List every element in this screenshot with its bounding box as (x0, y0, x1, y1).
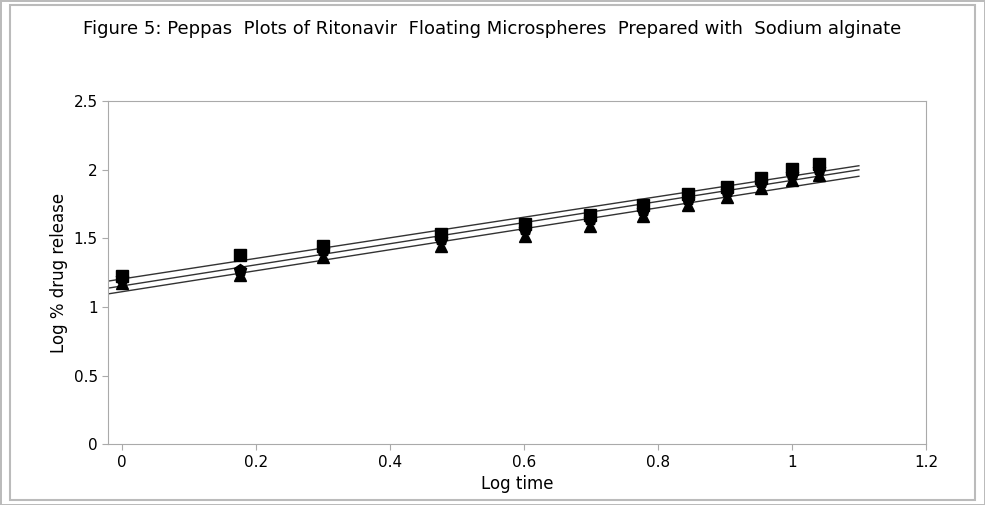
Y-axis label: Log % drug release: Log % drug release (50, 192, 68, 353)
X-axis label: Log time: Log time (481, 475, 554, 493)
Text: Figure 5: Peppas  Plots of Ritonavir  Floating Microspheres  Prepared with  Sodi: Figure 5: Peppas Plots of Ritonavir Floa… (84, 20, 901, 38)
